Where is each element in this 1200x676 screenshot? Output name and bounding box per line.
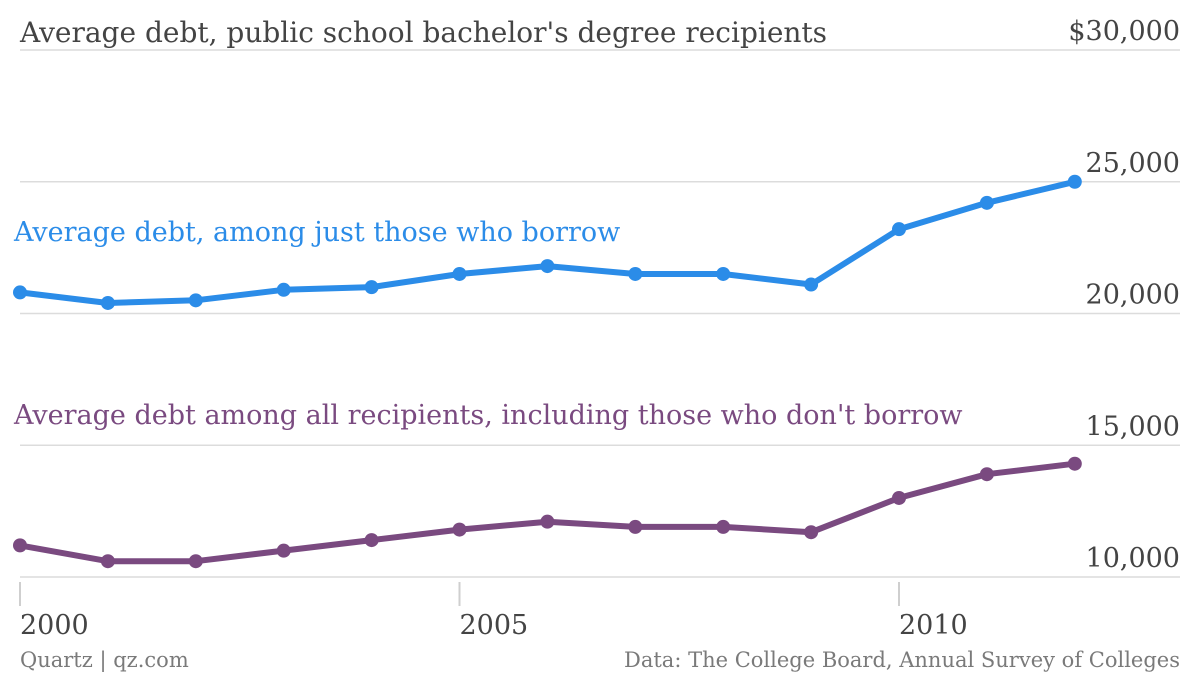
- chart-title: Average debt, public school bachelor's d…: [19, 16, 827, 49]
- y-tick-label: 20,000: [1086, 280, 1180, 311]
- data-point: [628, 519, 643, 534]
- data-point: [540, 259, 555, 274]
- data-point: [892, 222, 906, 237]
- data-point: [804, 277, 819, 292]
- data-point: [892, 490, 906, 505]
- data-point: [1067, 174, 1082, 189]
- data-point: [540, 514, 555, 529]
- y-tick-label: $30,000: [1068, 16, 1180, 47]
- data-point: [188, 293, 203, 308]
- series-line: [17, 460, 1078, 565]
- data-point: [364, 533, 379, 548]
- y-tick-label: 15,000: [1086, 411, 1180, 442]
- data-point: [452, 522, 467, 537]
- y-axis-ticks: $30,000 25,000 20,000 15,000 10,000: [1068, 16, 1180, 574]
- data-point: [364, 280, 379, 295]
- x-tick-label: 2005: [460, 610, 529, 641]
- data-point: [13, 285, 27, 300]
- y-tick-label: 25,000: [1086, 148, 1180, 179]
- y-tick-label: 10,000: [1086, 543, 1180, 574]
- x-tick-label: 2010: [899, 610, 968, 641]
- data-point: [716, 266, 731, 281]
- x-axis-ticks: 2000 2005 2010: [19, 582, 968, 641]
- series-label: Average debt, among just those who borro…: [13, 217, 620, 248]
- data-point: [716, 519, 731, 534]
- gridlines: [20, 49, 1180, 578]
- data-point: [1067, 456, 1082, 471]
- data-point: [979, 467, 994, 482]
- data-point: [188, 554, 203, 569]
- data-point: [100, 295, 115, 310]
- series-label: Average debt among all recipients, inclu…: [13, 400, 963, 431]
- data-point: [276, 282, 291, 297]
- data-point: [804, 525, 819, 540]
- data-point: [979, 195, 994, 210]
- data-point: [276, 543, 291, 558]
- data-point: [13, 538, 27, 553]
- series-layer: Average debt, among just those who borro…: [13, 174, 1082, 569]
- data-point: [628, 266, 643, 281]
- data-point: [100, 554, 115, 569]
- x-tick-label: 2000: [20, 610, 89, 641]
- footer-source: Data: The College Board, Annual Survey o…: [624, 648, 1180, 672]
- footer-credit: Quartz | qz.com: [20, 648, 189, 673]
- data-point: [452, 266, 467, 281]
